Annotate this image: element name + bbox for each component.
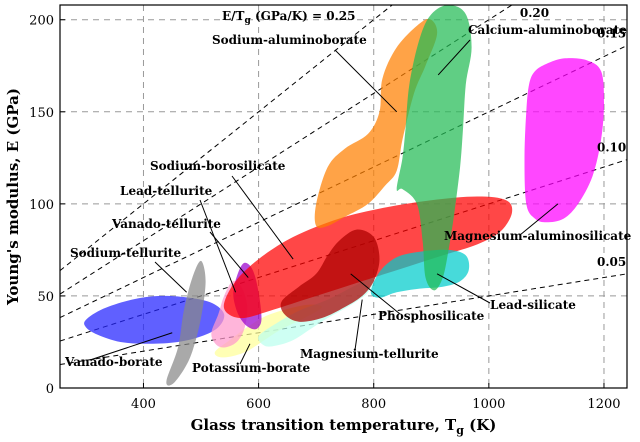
leader-potassium-borate	[239, 343, 251, 365]
leader-magnesium-tellurite	[354, 299, 363, 351]
annotation-vanado-tellurite: Vanado-tellurite	[111, 217, 221, 231]
annotation-magnesium-tellurite: Magnesium-tellurite	[300, 347, 439, 361]
region-sodium-aluminoborate	[314, 18, 438, 228]
ratio-line-0.25	[59, 4, 393, 272]
y-tick-label: 100	[29, 198, 54, 213]
annotation-magnesium-aluminosilicate: Magnesium-aluminosilicate	[444, 229, 632, 243]
region-sodium-tellurite	[166, 260, 206, 386]
region-phosphosilicate	[280, 229, 380, 322]
leader-sodium-aluminoborate	[334, 49, 398, 113]
ratio-label-0.20: 0.20	[520, 6, 549, 20]
annotation-sodium-borosilicate: Sodium-borosilicate	[150, 159, 286, 173]
y-tick-label: 150	[29, 106, 54, 121]
ratio-label-0.05: 0.05	[597, 255, 626, 269]
region-magnesium-aluminosilicate	[524, 58, 604, 223]
leader-lead-silicate	[436, 273, 491, 304]
ratio-line-0.05	[59, 273, 628, 366]
leader-magnesium-aluminosilicate	[519, 203, 559, 236]
x-axis-title: Glass transition temperature, Tg (K)	[191, 416, 497, 437]
ratio-label-0.25: E/Tg (GPa/K) = 0.25	[222, 9, 355, 26]
annotation-leaders	[89, 39, 559, 365]
y-tick-label: 50	[37, 290, 54, 305]
annotation-sodium-tellurite: Sodium-tellurite	[70, 246, 181, 260]
leader-phosphosilicate	[350, 273, 401, 315]
y-tick-label: 200	[29, 14, 54, 29]
x-tick-label: 400	[131, 397, 156, 412]
annotation-lead-silicate: Lead-silicate	[490, 298, 576, 312]
leader-sodium-borosilicate	[231, 175, 294, 260]
annotation-phosphosilicate: Phosphosilicate	[378, 309, 485, 323]
ratio-labels: E/Tg (GPa/K) = 0.25 0.20 0.15 0.10 0.05	[222, 6, 626, 269]
annotation-vanado-borate: Vanado-borate	[64, 355, 163, 369]
x-tick-label: 1000	[472, 397, 505, 412]
regions	[84, 5, 604, 386]
annotations: Sodium-aluminoborate Calcium-aluminoborat…	[64, 23, 632, 375]
x-tick-label: 600	[246, 397, 271, 412]
ticks: 400 600 800 1000 1200 0 50 100 150 200	[29, 14, 620, 412]
plot-frame	[59, 4, 628, 389]
x-tick-label: 800	[361, 397, 386, 412]
region-calcium-aluminoborate	[396, 5, 472, 291]
y-tick-label: 0	[46, 382, 54, 397]
ratio-label-0.15: 0.15	[597, 27, 626, 41]
leader-vanado-tellurite	[209, 231, 249, 278]
y-axis-title: Young's modulus, E (GPa)	[4, 88, 22, 306]
ratio-label-0.10: 0.10	[597, 141, 626, 155]
leader-vanado-borate	[89, 332, 173, 361]
leader-lead-tellurite	[199, 199, 237, 293]
leader-calcium-aluminoborate	[437, 39, 471, 76]
annotation-potassium-borate: Potassium-borate	[192, 361, 311, 375]
annotation-sodium-aluminoborate: Sodium-aluminoborate	[212, 33, 367, 47]
x-tick-label: 1200	[587, 397, 620, 412]
annotation-lead-tellurite: Lead-tellurite	[120, 184, 213, 198]
annotation-calcium-aluminoborate: Calcium-aluminoborate	[468, 23, 627, 37]
leader-sodium-tellurite	[154, 261, 187, 293]
